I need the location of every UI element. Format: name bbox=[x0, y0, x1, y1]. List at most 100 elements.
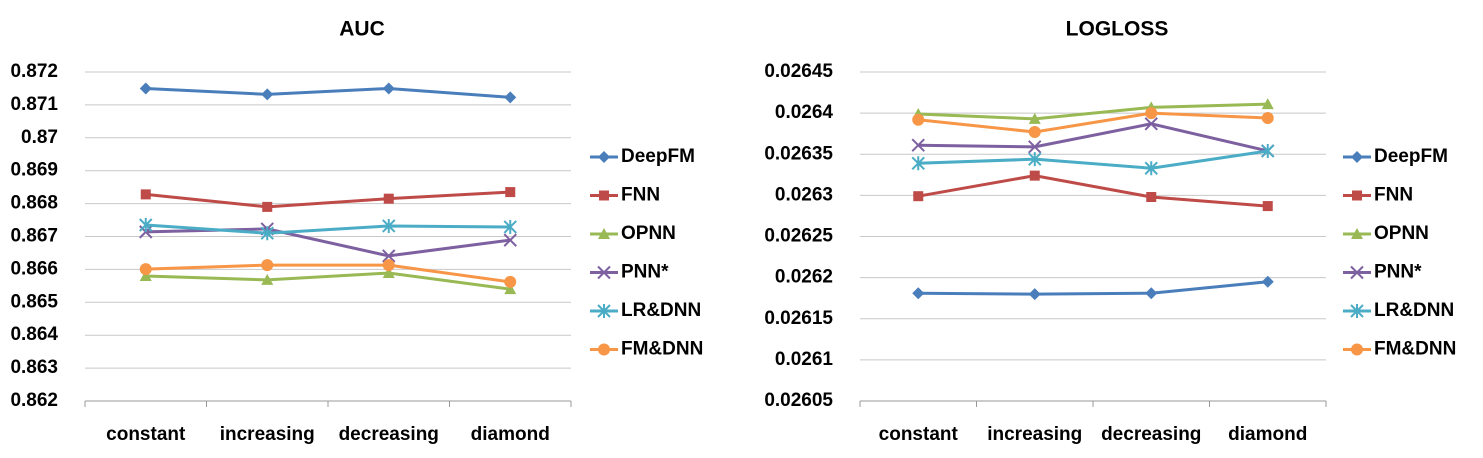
legend-item: FM&DNN bbox=[1343, 339, 1456, 360]
point bbox=[1261, 112, 1274, 125]
point bbox=[911, 138, 925, 152]
series-line bbox=[918, 280, 1268, 296]
point bbox=[1145, 287, 1158, 300]
legend-label: DeepFM bbox=[621, 146, 695, 167]
series-line bbox=[918, 102, 1268, 121]
point bbox=[504, 275, 517, 288]
point bbox=[1028, 112, 1041, 124]
chart-title: LOGLOSS bbox=[1066, 18, 1169, 41]
y-tick-label: 0.87 bbox=[21, 127, 58, 148]
point bbox=[1029, 170, 1040, 181]
series-line bbox=[145, 263, 511, 284]
y-tick-label: 0.02635 bbox=[764, 143, 833, 164]
point bbox=[912, 113, 925, 126]
point bbox=[262, 201, 273, 212]
x-tick-label: decreasing bbox=[339, 424, 439, 445]
point bbox=[504, 283, 517, 295]
legend-marker bbox=[1351, 343, 1363, 356]
legend-marker bbox=[598, 343, 610, 356]
point bbox=[383, 193, 394, 204]
legend-marker bbox=[598, 151, 610, 163]
legend-marker bbox=[599, 190, 609, 201]
x-tick-label: diamond bbox=[1228, 424, 1307, 445]
series-line bbox=[918, 149, 1268, 170]
legend-item: LR&DNN bbox=[590, 300, 701, 321]
point bbox=[1028, 288, 1041, 301]
point bbox=[1261, 275, 1274, 288]
x-tick-label: constant bbox=[106, 424, 186, 445]
point bbox=[382, 259, 395, 272]
legend-item: OPNN bbox=[590, 223, 676, 244]
legend-marker bbox=[1352, 190, 1362, 201]
y-tick-label: 0.0263 bbox=[775, 184, 833, 205]
series-line bbox=[145, 190, 511, 209]
legend-marker bbox=[1351, 228, 1363, 239]
point bbox=[504, 91, 517, 104]
point bbox=[1028, 126, 1041, 139]
legend-item: FNN bbox=[1343, 185, 1413, 206]
legend-item: LR&DNN bbox=[1343, 300, 1454, 321]
legend-label: FM&DNN bbox=[621, 339, 703, 360]
series-line bbox=[145, 86, 511, 99]
legend-item: DeepFM bbox=[1343, 146, 1448, 167]
point bbox=[1028, 152, 1042, 167]
point bbox=[1262, 201, 1273, 212]
legend-marker bbox=[1351, 151, 1363, 163]
y-tick-label: 0.868 bbox=[10, 193, 58, 214]
point bbox=[382, 267, 395, 279]
x-tick-label: decreasing bbox=[1101, 424, 1201, 445]
series-line bbox=[918, 122, 1269, 153]
point bbox=[1144, 117, 1158, 131]
legend-item: PNN* bbox=[1343, 262, 1422, 283]
legend-item: FM&DNN bbox=[590, 339, 703, 360]
legend-label: PNN* bbox=[1374, 262, 1422, 283]
legend-marker bbox=[597, 265, 611, 280]
y-tick-label: 0.871 bbox=[10, 94, 58, 115]
point bbox=[261, 273, 274, 285]
point bbox=[1144, 161, 1158, 176]
legend-marker bbox=[1350, 265, 1364, 280]
legend-item: DeepFM bbox=[590, 146, 695, 167]
legend-label: PNN* bbox=[621, 262, 669, 283]
y-tick-label: 0.0262 bbox=[775, 267, 833, 288]
y-tick-label: 0.865 bbox=[10, 291, 58, 312]
point bbox=[382, 218, 396, 233]
point bbox=[503, 233, 517, 247]
point bbox=[261, 88, 274, 101]
legend-label: OPNN bbox=[1374, 223, 1429, 244]
legend-item: FNN bbox=[590, 185, 660, 206]
legend-label: LR&DNN bbox=[1374, 300, 1454, 321]
legend-marker bbox=[598, 228, 610, 239]
point bbox=[139, 82, 152, 95]
point bbox=[911, 156, 925, 171]
legend-marker bbox=[597, 304, 611, 318]
point bbox=[1261, 143, 1275, 158]
point bbox=[1145, 107, 1158, 120]
x-tick-label: increasing bbox=[220, 424, 315, 445]
chart-title: AUC bbox=[339, 18, 385, 41]
point bbox=[912, 287, 925, 300]
legend-label: FNN bbox=[1374, 185, 1413, 206]
y-tick-label: 0.02605 bbox=[764, 390, 833, 411]
x-tick-label: diamond bbox=[471, 424, 550, 445]
x-tick-label: increasing bbox=[987, 424, 1082, 445]
y-tick-label: 0.0261 bbox=[775, 349, 834, 370]
legend-label: FNN bbox=[621, 185, 660, 206]
point bbox=[140, 189, 151, 200]
legend-label: DeepFM bbox=[1374, 146, 1448, 167]
series-line bbox=[145, 223, 511, 235]
point bbox=[382, 82, 395, 95]
y-tick-label: 0.866 bbox=[10, 258, 58, 279]
y-tick-label: 0.864 bbox=[10, 324, 58, 345]
x-tick-label: constant bbox=[879, 424, 959, 445]
point bbox=[382, 249, 396, 263]
point bbox=[139, 263, 152, 276]
point bbox=[260, 226, 274, 241]
y-tick-label: 0.863 bbox=[10, 357, 58, 378]
point bbox=[139, 217, 153, 232]
point bbox=[1146, 192, 1157, 203]
series-line bbox=[917, 174, 1268, 208]
y-tick-label: 0.862 bbox=[10, 390, 58, 411]
point bbox=[1261, 98, 1274, 110]
